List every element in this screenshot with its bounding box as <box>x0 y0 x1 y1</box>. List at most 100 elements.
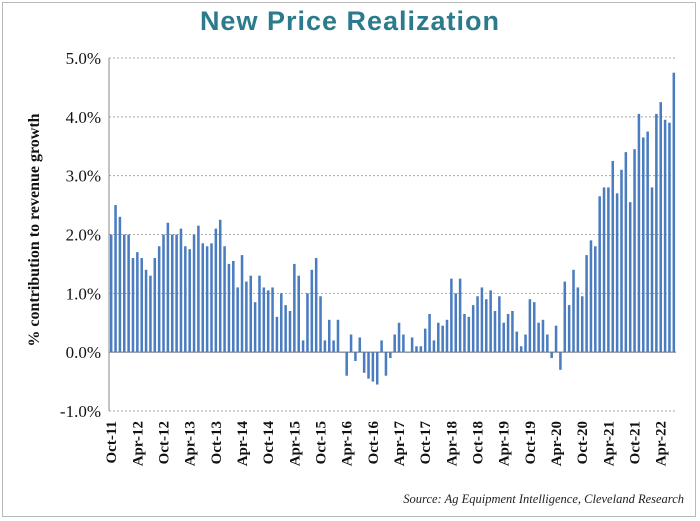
bar <box>306 293 309 353</box>
bar <box>240 255 244 353</box>
bar <box>301 340 305 353</box>
bar <box>144 269 148 353</box>
bar <box>458 278 462 353</box>
bar <box>419 346 423 353</box>
x-tick-label: Oct-12 <box>157 421 173 464</box>
x-tick-label: Oct-18 <box>471 421 487 464</box>
bar <box>485 299 488 353</box>
bar <box>232 260 235 353</box>
bar <box>563 281 567 353</box>
x-tick-label: Apr-19 <box>497 421 513 466</box>
y-tick-label: 5.0% <box>66 49 101 68</box>
x-tick-label: Oct-16 <box>366 421 382 465</box>
x-tick-label: Oct-13 <box>209 421 225 464</box>
bar <box>580 296 584 353</box>
y-tick-label: 3.0% <box>66 167 101 186</box>
bar <box>559 352 562 370</box>
bar <box>288 310 292 353</box>
x-tick-label: Oct-17 <box>418 421 434 465</box>
source-note: Source: Ag Equipment Intelligence, Cleve… <box>403 492 684 506</box>
bar <box>384 352 388 376</box>
bar <box>528 299 532 353</box>
bar <box>157 246 161 353</box>
y-tick-label: 1.0% <box>66 284 101 303</box>
bar <box>567 305 571 353</box>
x-tick-label: Apr-14 <box>235 421 251 467</box>
y-tick-label: 2.0% <box>66 226 101 245</box>
bar <box>406 352 410 353</box>
bar <box>572 269 575 353</box>
x-tick-label: Apr-16 <box>340 421 356 467</box>
bar <box>437 322 440 353</box>
bar <box>131 258 135 353</box>
bar <box>624 152 628 353</box>
x-tick-label: Apr-13 <box>183 421 199 466</box>
bar <box>354 352 357 361</box>
bar <box>467 316 471 353</box>
bar <box>476 296 479 353</box>
bar <box>519 346 523 353</box>
bar <box>646 131 649 353</box>
bar <box>345 352 348 376</box>
bar <box>266 290 270 353</box>
bar <box>445 319 449 353</box>
bar <box>524 334 527 353</box>
bar <box>541 319 545 353</box>
y-axis-label: % contribution to revenue growth <box>26 113 43 346</box>
y-tick-label: 4.0% <box>66 108 101 127</box>
bar <box>463 313 466 353</box>
bar <box>136 252 139 353</box>
x-tick-label: Oct-14 <box>261 421 277 465</box>
bar <box>271 287 274 353</box>
bar <box>650 187 654 353</box>
bar <box>149 275 152 353</box>
bar <box>655 113 658 353</box>
x-tick-label: Apr-20 <box>549 421 565 466</box>
x-tick-label: Oct-11 <box>104 421 120 464</box>
bar <box>140 258 143 353</box>
bar <box>218 219 222 353</box>
x-tick-label: Apr-17 <box>392 421 408 467</box>
x-tick-labels: Oct-11 Apr-12 Oct-12 Apr-13 Oct-13 Apr-14 Oct-… <box>104 421 670 467</box>
bar <box>589 240 593 353</box>
bar <box>123 234 126 353</box>
y-tick-label: 0.0% <box>66 343 101 362</box>
bar <box>367 352 370 379</box>
bar <box>319 296 322 353</box>
x-tick-label: Oct-15 <box>314 421 330 464</box>
bar <box>236 287 239 353</box>
bar <box>327 319 331 353</box>
bar <box>598 196 601 353</box>
bar <box>402 334 405 353</box>
bar <box>223 246 226 353</box>
bar <box>515 331 519 353</box>
bar <box>537 322 540 353</box>
bar <box>293 263 296 353</box>
bar <box>498 296 501 353</box>
x-tick-label: Apr-15 <box>287 421 303 466</box>
bar <box>393 334 396 353</box>
bar <box>511 310 514 353</box>
x-tick-label: Apr-21 <box>601 421 617 466</box>
bar <box>493 310 497 353</box>
bar <box>210 243 213 353</box>
bar <box>489 290 492 353</box>
bar <box>441 325 444 353</box>
bars <box>109 72 676 385</box>
bar <box>554 325 558 353</box>
bar <box>253 302 257 353</box>
bar <box>546 334 549 353</box>
bar <box>275 316 279 353</box>
bar <box>192 234 196 353</box>
bar <box>284 305 287 353</box>
bar <box>114 205 117 353</box>
bar <box>607 187 610 353</box>
bar <box>637 113 641 353</box>
bar <box>628 202 632 353</box>
x-tick-label: Oct-19 <box>523 421 539 464</box>
bar <box>415 346 418 353</box>
x-tick-label: Oct-20 <box>575 421 591 464</box>
bar <box>532 302 536 353</box>
bar <box>262 287 266 353</box>
